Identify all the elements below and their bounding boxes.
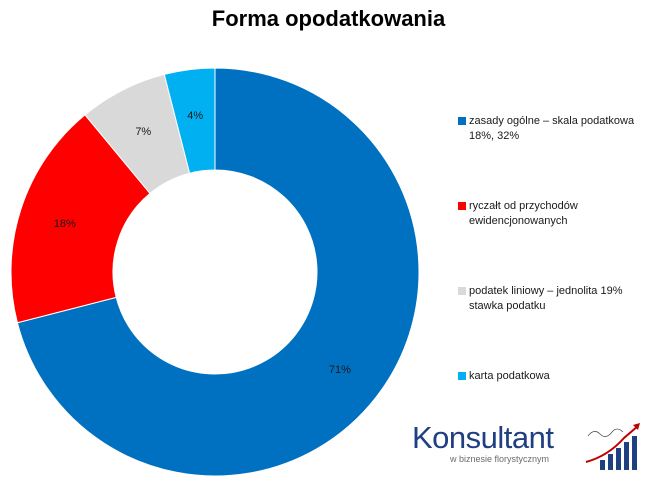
logo-wordmark: Konsultant xyxy=(412,420,554,455)
legend-swatch xyxy=(458,372,466,380)
legend-item-podatek-liniowy: podatek liniowy – jednolita 19% stawka p… xyxy=(458,284,653,314)
legend-label: ryczałt od przychodów ewidencjonowanych xyxy=(469,200,578,227)
slice-percent-label: 18% xyxy=(54,218,76,230)
legend-label: karta podatkowa xyxy=(469,370,550,382)
legend-item-ryczalt: ryczałt od przychodów ewidencjonowanych xyxy=(458,199,653,229)
logo-tagline: w biznesie florystycznym xyxy=(450,454,550,464)
legend-swatch xyxy=(458,117,466,125)
slice-percent-label: 71% xyxy=(329,364,351,376)
konsultant-logo: Konsultant w biznesie florystycznym xyxy=(412,420,652,476)
slice-percent-label: 4% xyxy=(187,110,203,122)
legend-label: podatek liniowy – jednolita 19% stawka p… xyxy=(469,285,623,312)
slice-percent-label: 7% xyxy=(135,126,151,138)
legend-swatch xyxy=(458,202,466,210)
legend-item-karta-podatkowa: karta podatkowa xyxy=(458,369,653,384)
legend-label: zasady ogólne – skala podatkowa 18%, 32% xyxy=(469,115,635,142)
legend-swatch xyxy=(458,287,466,295)
legend-item-zasady-ogolne: zasady ogólne – skala podatkowa 18%, 32% xyxy=(458,114,653,144)
donut-slice xyxy=(10,114,151,324)
donut-slice xyxy=(163,67,216,174)
rising-bar-chart-arrow-icon xyxy=(585,423,640,470)
chart-title: Forma opodatkowania xyxy=(211,6,446,31)
donut-slice xyxy=(16,67,420,477)
